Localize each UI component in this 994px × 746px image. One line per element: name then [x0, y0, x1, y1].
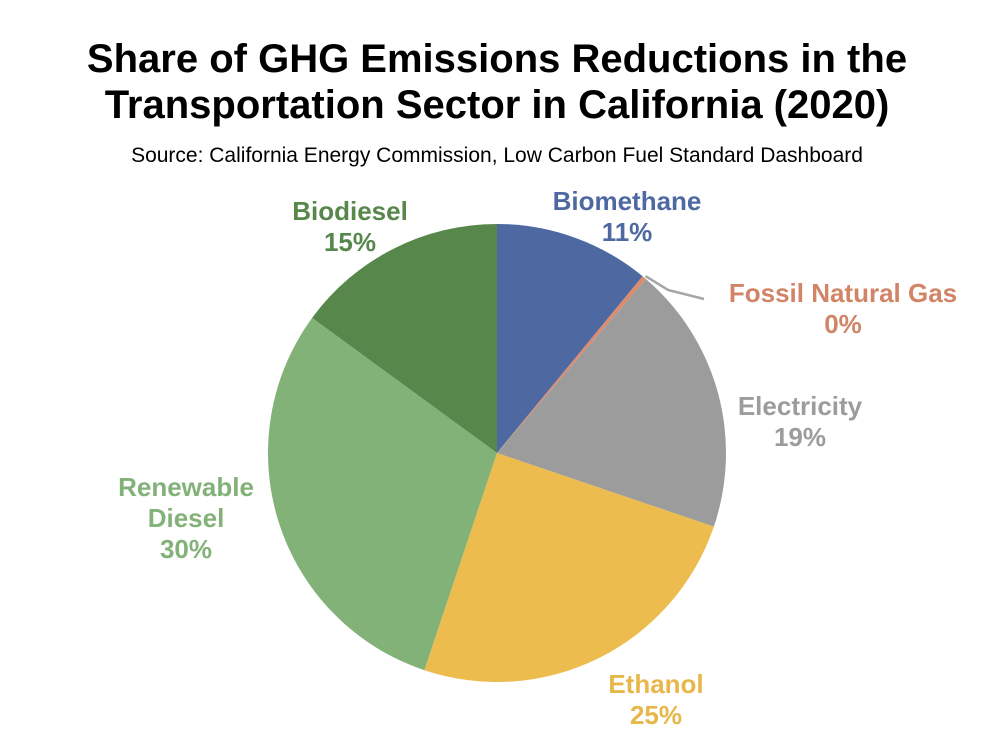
pie-slice-biomethane: [497, 224, 643, 453]
slice-label-value-biomethane: 11%: [602, 217, 653, 247]
slice-label-name-biodiesel: Biodiesel: [292, 196, 408, 226]
slice-label-value-fossil-natural-gas: 0%: [824, 309, 862, 339]
pie-slice-biodiesel: [312, 224, 497, 453]
pie-slice-renewable-diesel: [268, 317, 497, 671]
slice-label-name-electricity: Electricity: [738, 391, 863, 421]
slice-label-value-biodiesel: 15%: [324, 227, 376, 257]
slice-label-name-renewable-diesel-2: Diesel: [148, 503, 225, 533]
slice-label-name-biomethane: Biomethane: [553, 186, 702, 216]
leader-line-fossil-natural-gas: [644, 275, 705, 301]
chart-title-line-1: Share of GHG Emissions Reductions in the: [86, 37, 908, 81]
pie-slice-electricity: [497, 279, 726, 527]
pie-slice-fossil-natural-gas: [497, 276, 646, 453]
slice-label-value-renewable-diesel: 30%: [160, 534, 212, 564]
slice-label-name-fossil-natural-gas: Fossil Natural Gas: [729, 278, 957, 308]
pie-slice-ethanol: [424, 453, 714, 683]
slice-label-name-ethanol: Ethanol: [608, 669, 703, 699]
slice-label-value-electricity: 19%: [774, 422, 826, 452]
chart-subtitle: Source: California Energy Commission, Lo…: [131, 144, 863, 167]
slice-label-name-renewable-diesel-1: Renewable: [118, 472, 254, 502]
chart-title-line-2: Transportation Sector in California (202…: [104, 83, 890, 127]
slice-label-value-ethanol: 25%: [630, 700, 682, 730]
leader-lines: [644, 275, 705, 301]
pie-slices: [268, 224, 726, 683]
chart-title: Share of GHG Emissions Reductions in the…: [0, 36, 994, 128]
